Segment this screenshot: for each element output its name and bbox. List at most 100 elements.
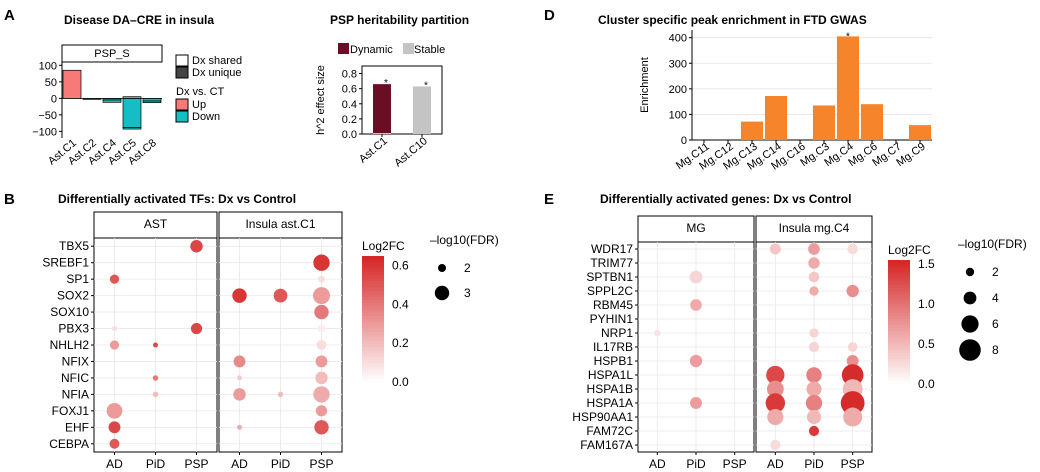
b-row-label: TBX5: [59, 239, 89, 253]
a1-legend-label: Dx shared: [192, 55, 242, 67]
b-plot: AST AD PiD PSP Insula ast.C1 AD PiD PSP TBX5 SREB…: [42, 211, 499, 471]
b-color-bar-segment: [362, 274, 384, 279]
e-dot: [765, 393, 786, 413]
e-color-bar-segment: [888, 343, 910, 348]
b-x-tick-label: PiD: [271, 457, 291, 471]
a2-x-tick-label: Ast.C10: [392, 135, 430, 169]
b-dot: [315, 355, 328, 368]
b-color-bar-segment: [362, 363, 384, 367]
e-color-bar-segment: [888, 318, 910, 323]
e-title: Differentially activated genes: Dx vs Co…: [600, 192, 851, 206]
e-color-bar-segment: [888, 331, 910, 335]
a1-bar: [62, 69, 82, 99]
b-row-label: PBX3: [58, 322, 89, 336]
d-bar: [836, 36, 860, 140]
a1-legend-label: Down: [192, 111, 220, 123]
e-color-bar-segment: [888, 260, 910, 264]
a1-bar: [122, 127, 142, 130]
b-color-bar-segment: [362, 268, 384, 273]
b-dot: [109, 438, 120, 449]
e-color-bar-segment: [888, 359, 910, 363]
a1-legend-label: Dx unique: [192, 67, 242, 79]
e-dot: [808, 257, 820, 269]
a1-y-tick-label: −50: [38, 110, 57, 122]
e-color-bar-segment: [888, 325, 910, 329]
b-dot: [109, 274, 120, 284]
a1-legend-title: Dx vs. CT: [176, 86, 225, 98]
e-dot: [846, 284, 859, 298]
a1-plot: PSP_S100500−50−100Ast.C1Ast.C2Ast.C4Ast.…: [32, 44, 163, 168]
e-row-label: HSPB1: [594, 354, 634, 368]
a1-legend-label: Up: [192, 99, 206, 111]
a2-legend-label: Dynamic: [350, 44, 393, 56]
e-dot: [846, 355, 859, 367]
e-dot: [843, 407, 863, 427]
b-dot: [237, 375, 242, 381]
b-color-bar-segment: [362, 337, 384, 342]
e-color-bar-segment: [888, 353, 910, 357]
e-size-legend-label: 2: [992, 265, 999, 279]
e-dot: [841, 364, 864, 386]
e-size-legend-label: 8: [992, 343, 999, 357]
e-row-label: HSPA1L: [588, 368, 633, 382]
panel-letter-b: B: [4, 191, 15, 208]
b-dot: [277, 391, 284, 398]
b-size-legend-dot: [434, 285, 450, 301]
b-color-bar-segment: [362, 353, 384, 358]
b-color-bar-segment: [362, 262, 384, 266]
b-color-bar-segment: [362, 322, 384, 326]
e-dot: [767, 408, 784, 426]
b-x-tick-label: AD: [231, 457, 248, 471]
b-color-bar-segment: [362, 259, 384, 263]
e-dot: [769, 243, 781, 255]
b-x-tick-label: PSP: [184, 457, 208, 471]
e-row-label: SPTBN1: [586, 270, 633, 284]
b-color-bar-segment: [362, 325, 384, 329]
e-color-bar-segment: [888, 334, 910, 338]
e-color-bar-segment: [888, 278, 910, 283]
e-color-bar-segment: [888, 362, 910, 366]
a1-title: Disease DA–CRE in insula: [64, 13, 214, 27]
e-color-bar-segment: [888, 306, 910, 311]
b-color-tick-label: 0.0: [392, 375, 409, 389]
e-color-bar-segment: [888, 266, 910, 270]
e-row-label: WDR17: [591, 242, 633, 256]
e-color-bar-segment: [888, 291, 910, 295]
d-y-axis-label: Enrichment: [639, 57, 651, 113]
e-row-label: SPPL2C: [587, 284, 633, 298]
e-color-bar-segment: [888, 275, 910, 280]
e-color-bar-segment: [888, 303, 910, 307]
a2-legend-swatch: [338, 43, 349, 54]
b-color-bar-segment: [362, 372, 384, 377]
e-row-label: PYHIN1: [590, 312, 634, 326]
panel-letter-a: A: [4, 7, 15, 24]
a2-bar: [373, 84, 391, 134]
e-x-tick-label: PSP: [841, 457, 865, 471]
a2-significance-star: *: [424, 80, 428, 91]
b-dot: [152, 391, 159, 398]
b-dot: [313, 386, 330, 403]
b-color-bar-segment: [362, 293, 384, 298]
e-color-bar-segment: [888, 328, 910, 332]
a1-bar: [102, 99, 122, 103]
b-color-bar-segment: [362, 344, 384, 348]
a2-legend-label: Stable: [414, 44, 445, 56]
b-color-bar-segment: [362, 366, 384, 370]
e-color-bar-segment: [888, 300, 910, 304]
b-color-bar-segment: [362, 303, 384, 307]
b-size-legend-label: 2: [464, 261, 471, 275]
b-color-bar-segment: [362, 290, 384, 295]
b-color-bar-segment: [362, 296, 384, 301]
d-bar: [908, 125, 932, 140]
a2-y-tick-label: 0.2: [342, 114, 357, 126]
b-color-bar-segment: [362, 278, 384, 282]
e-color-bar-segment: [888, 365, 910, 369]
b-dot: [313, 287, 330, 305]
a1-legend-swatch: [175, 66, 189, 79]
a2-y-axis-label: h^2 effect size: [315, 65, 327, 135]
e-color-legend-title: Log2FC: [888, 243, 931, 257]
e-x-tick-label: PSP: [723, 457, 747, 471]
b-row-label: NFIC: [61, 371, 89, 385]
